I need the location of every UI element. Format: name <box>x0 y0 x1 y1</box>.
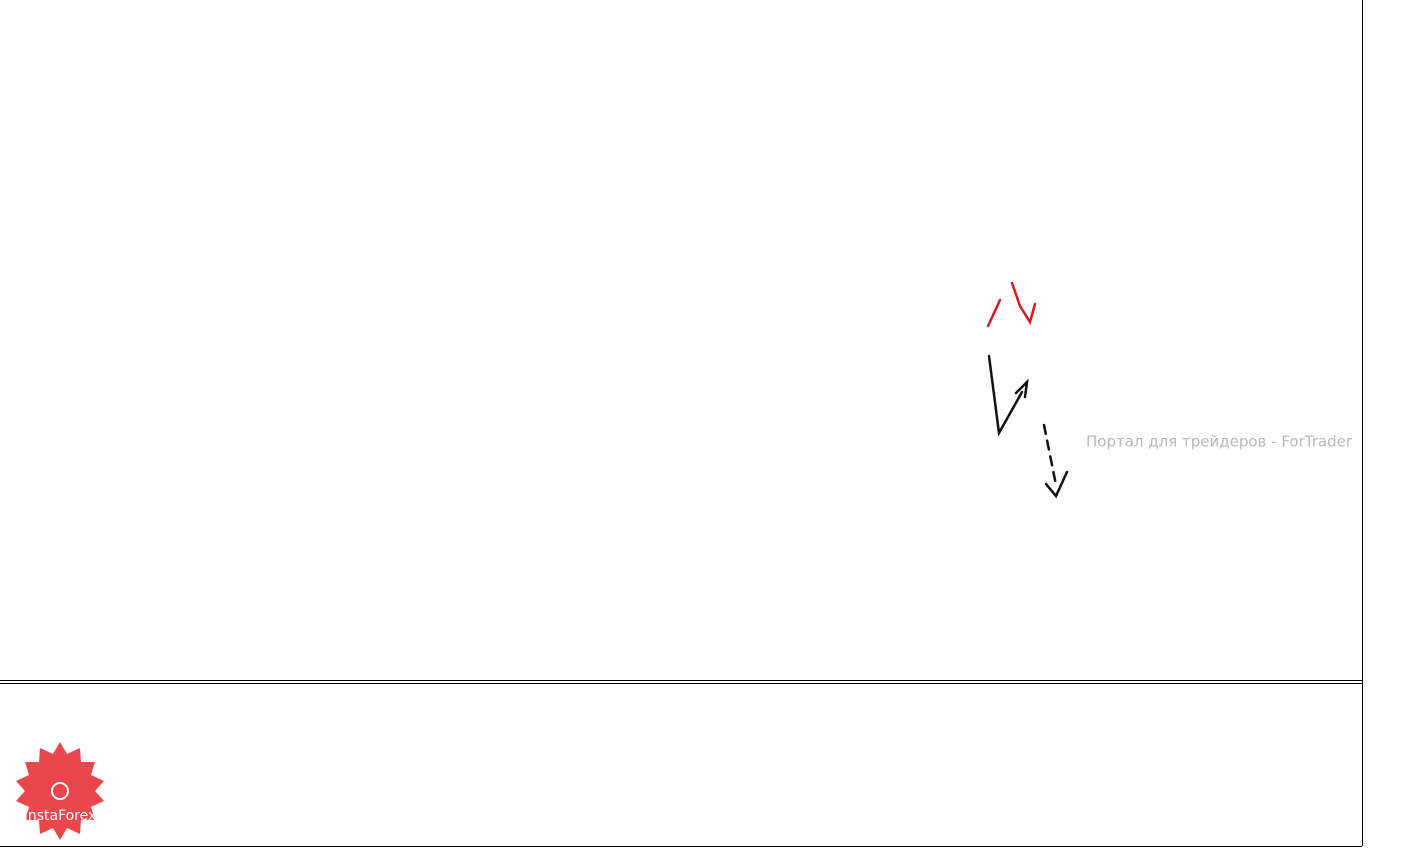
arrow-down-up <box>987 354 1024 437</box>
logo-icon <box>51 782 69 800</box>
red-mark <box>986 298 1002 328</box>
annotations <box>986 281 1069 499</box>
watermark: Портал для трейдеров - ForTrader <box>1086 433 1353 451</box>
logo-text: InstaForex <box>24 808 97 824</box>
red-mark <box>1010 281 1037 326</box>
logo: InstaForex <box>16 742 104 840</box>
arrowhead-dashed <box>1044 470 1069 499</box>
arrowhead <box>1014 378 1029 399</box>
arrow-dashed <box>1042 423 1058 487</box>
logo-badge <box>16 742 104 840</box>
